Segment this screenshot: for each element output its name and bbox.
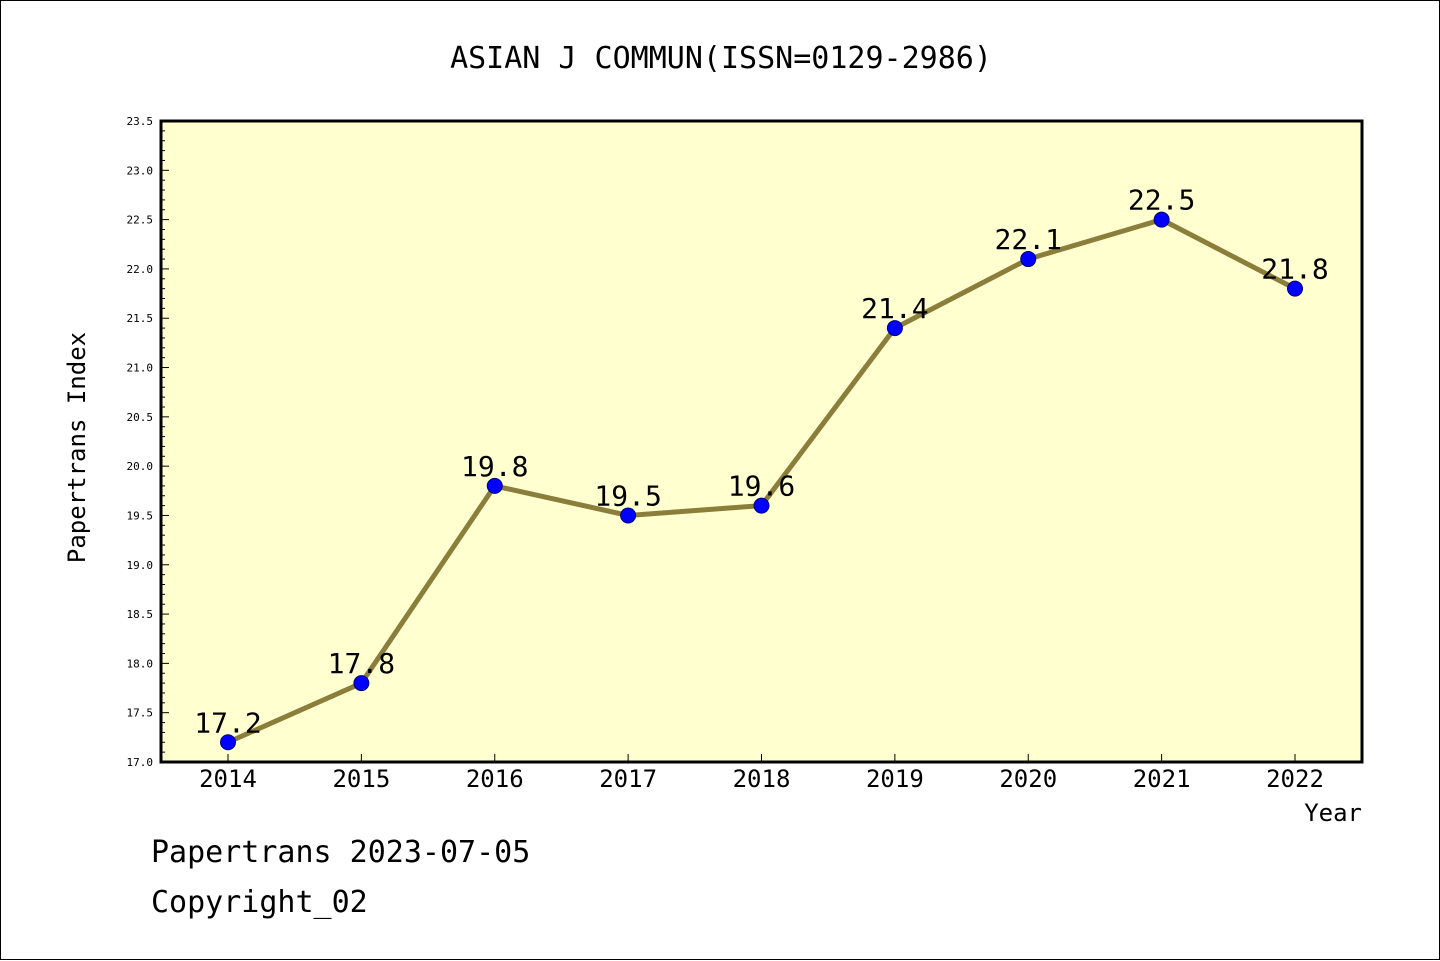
data-label: 22.5	[1128, 184, 1195, 217]
y-tick-label: 23.5	[127, 115, 154, 128]
x-tick-label: 2022	[1266, 765, 1324, 793]
y-tick-label: 20.0	[127, 460, 154, 473]
data-point	[486, 477, 503, 494]
data-label: 21.8	[1261, 253, 1328, 286]
y-tick-label: 17.0	[127, 756, 154, 769]
footer-copyright: Copyright_02	[151, 885, 368, 920]
x-tick-label: 2021	[1133, 765, 1191, 793]
data-label: 21.4	[861, 292, 928, 325]
y-tick-label: 18.5	[127, 608, 154, 621]
plot-area	[159, 119, 1364, 764]
y-tick-label: 19.5	[127, 509, 154, 522]
data-label: 19.8	[461, 450, 528, 483]
chart-title: ASIAN J COMMUN(ISSN=0129-2986)	[450, 41, 992, 76]
data-point	[753, 497, 770, 514]
data-point	[353, 675, 370, 692]
x-tick-label: 2019	[866, 765, 924, 793]
y-tick-label: 17.5	[127, 707, 154, 720]
y-tick-label: 23.0	[127, 164, 154, 177]
y-axis: 17.0 17.5 18.0 18.5 19.0 19.5 20.0 20.5 21.0 21.5…	[127, 115, 169, 769]
y-tick-label: 20.5	[127, 411, 154, 424]
y-tick-label: 22.5	[127, 214, 154, 227]
data-label: 17.8	[328, 647, 395, 680]
data-points	[220, 211, 1303, 751]
data-point	[1153, 211, 1170, 228]
y-tick-label: 21.0	[127, 362, 154, 375]
y-tick-label: 19.0	[127, 559, 154, 572]
data-point	[620, 507, 637, 524]
data-label: 19.5	[594, 479, 661, 512]
y-tick-label: 21.5	[127, 312, 154, 325]
x-tick-label: 2017	[599, 765, 657, 793]
data-point	[1020, 251, 1037, 268]
x-tick-label: 2014	[199, 765, 257, 793]
data-labels: 17.2 17.8 19.8 19.5 19.6 21.4 22.1 22.5 21.8	[194, 184, 1328, 740]
x-tick-label: 2018	[733, 765, 791, 793]
data-point	[886, 320, 903, 337]
x-tick-label: 2016	[466, 765, 524, 793]
x-tick-label: 2015	[332, 765, 390, 793]
x-axis-label: Year	[1304, 799, 1362, 827]
data-label: 17.2	[194, 706, 261, 739]
x-axis: 2014 2015 2016 2017 2018 2019 2020 2021 2022	[199, 754, 1324, 793]
footer-date: Papertrans 2023-07-05	[151, 835, 531, 870]
y-tick-label: 22.0	[127, 263, 154, 276]
y-tick-label: 18.0	[127, 657, 154, 670]
y-axis-label: Papertrans Index	[63, 332, 91, 563]
data-point	[220, 734, 236, 751]
data-label: 22.1	[995, 223, 1062, 256]
x-tick-label: 2020	[999, 765, 1057, 793]
data-point	[1287, 280, 1303, 297]
data-label: 19.6	[728, 470, 795, 503]
